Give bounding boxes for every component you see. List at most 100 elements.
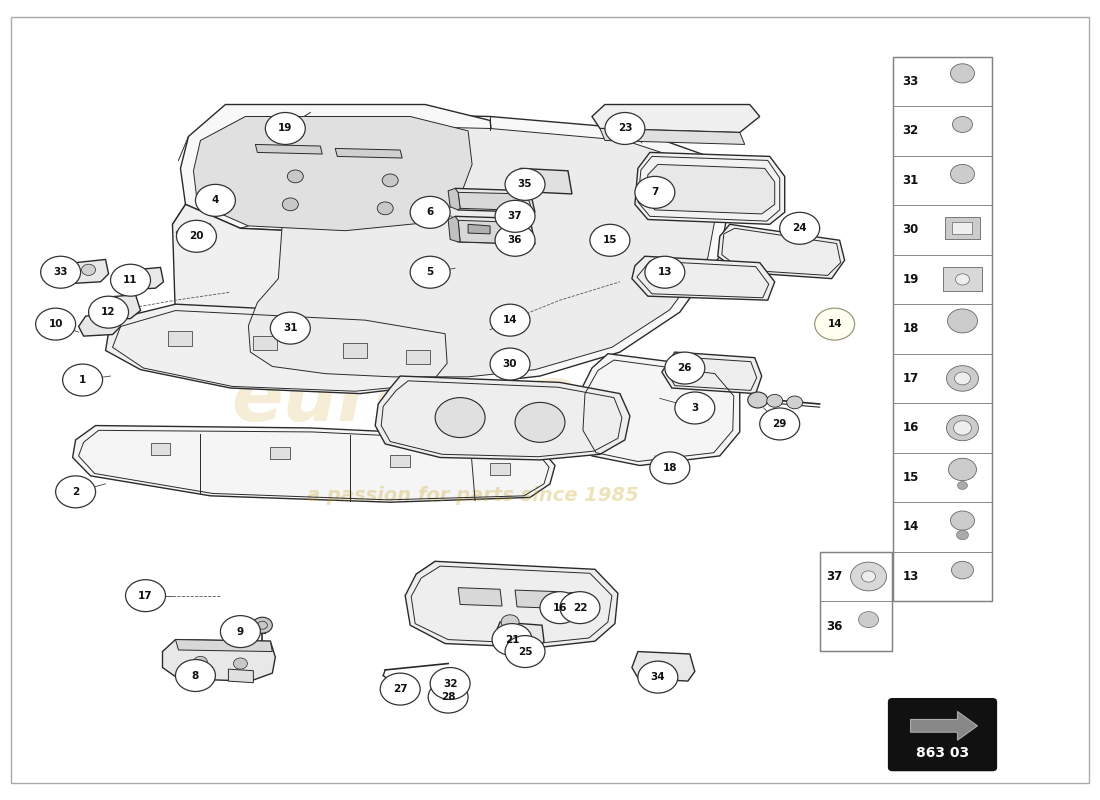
Text: 13: 13	[902, 570, 918, 583]
Text: 22: 22	[573, 602, 587, 613]
Polygon shape	[662, 352, 761, 394]
Polygon shape	[173, 200, 480, 348]
Text: 16: 16	[902, 422, 918, 434]
Circle shape	[436, 398, 485, 438]
Circle shape	[381, 673, 420, 705]
Circle shape	[502, 615, 519, 630]
Circle shape	[382, 174, 398, 186]
Circle shape	[953, 117, 972, 133]
Polygon shape	[600, 129, 745, 145]
Bar	[892, 453, 992, 502]
Circle shape	[815, 308, 855, 340]
Circle shape	[196, 184, 235, 216]
Polygon shape	[520, 169, 572, 194]
Circle shape	[635, 176, 674, 208]
Bar	[892, 502, 992, 552]
Text: 37: 37	[508, 211, 522, 222]
Circle shape	[859, 612, 879, 628]
Bar	[892, 354, 992, 403]
FancyBboxPatch shape	[889, 698, 997, 770]
Polygon shape	[458, 588, 502, 606]
Bar	[820, 552, 892, 602]
Polygon shape	[73, 426, 556, 502]
Bar	[390, 455, 410, 467]
Text: 4: 4	[211, 195, 219, 206]
Circle shape	[954, 421, 971, 435]
Text: 26: 26	[678, 363, 692, 373]
Text: 11: 11	[123, 275, 138, 286]
Text: 9: 9	[236, 626, 244, 637]
Text: 30: 30	[503, 359, 517, 369]
Text: 14: 14	[503, 315, 517, 325]
Polygon shape	[592, 105, 760, 133]
Circle shape	[957, 482, 968, 490]
Circle shape	[63, 364, 102, 396]
Text: 23: 23	[618, 123, 632, 134]
Circle shape	[495, 200, 535, 232]
Polygon shape	[239, 113, 729, 384]
Circle shape	[81, 264, 96, 275]
Circle shape	[287, 170, 304, 182]
Bar	[343, 343, 367, 358]
Circle shape	[638, 661, 678, 693]
Text: 32: 32	[443, 678, 458, 689]
Circle shape	[89, 296, 129, 328]
Circle shape	[957, 530, 968, 540]
Circle shape	[505, 635, 544, 667]
Bar	[892, 304, 992, 354]
Circle shape	[35, 308, 76, 340]
Polygon shape	[375, 376, 630, 460]
Text: 29: 29	[772, 419, 786, 429]
Circle shape	[664, 352, 705, 384]
Bar	[892, 156, 992, 205]
Text: 10: 10	[48, 319, 63, 329]
Text: 19: 19	[902, 273, 918, 286]
Text: 33: 33	[54, 267, 68, 278]
Text: 16: 16	[552, 602, 568, 613]
Circle shape	[505, 169, 544, 200]
Polygon shape	[184, 667, 208, 681]
Polygon shape	[631, 256, 774, 300]
Circle shape	[220, 616, 261, 647]
Polygon shape	[480, 161, 495, 312]
Text: 31: 31	[283, 323, 298, 333]
Circle shape	[410, 256, 450, 288]
Circle shape	[41, 256, 80, 288]
Polygon shape	[645, 165, 774, 214]
Circle shape	[946, 415, 979, 441]
Text: 32: 32	[902, 124, 918, 138]
Text: 12: 12	[101, 307, 116, 317]
Polygon shape	[249, 125, 718, 377]
Bar	[820, 552, 892, 650]
Polygon shape	[180, 105, 495, 234]
Circle shape	[283, 198, 298, 210]
Text: 14: 14	[902, 521, 918, 534]
Text: 5: 5	[427, 267, 433, 278]
Circle shape	[760, 408, 800, 440]
Circle shape	[650, 452, 690, 484]
Bar	[151, 443, 170, 455]
Polygon shape	[718, 224, 845, 278]
Text: 13: 13	[658, 267, 672, 278]
Text: 18: 18	[662, 463, 678, 473]
Polygon shape	[176, 224, 212, 241]
Bar	[892, 254, 992, 304]
Polygon shape	[94, 294, 141, 320]
Text: 15: 15	[902, 471, 918, 484]
Text: 17: 17	[902, 372, 918, 385]
Bar	[892, 57, 992, 106]
Bar	[271, 447, 290, 459]
Polygon shape	[405, 562, 618, 647]
Circle shape	[946, 366, 979, 391]
Circle shape	[780, 212, 820, 244]
Circle shape	[560, 592, 600, 624]
Circle shape	[377, 202, 393, 214]
Polygon shape	[336, 149, 403, 158]
Polygon shape	[163, 639, 275, 681]
Polygon shape	[448, 216, 460, 242]
Circle shape	[125, 580, 165, 612]
Circle shape	[515, 402, 565, 442]
Text: 18: 18	[902, 322, 918, 335]
Circle shape	[428, 681, 469, 713]
Circle shape	[430, 667, 470, 699]
